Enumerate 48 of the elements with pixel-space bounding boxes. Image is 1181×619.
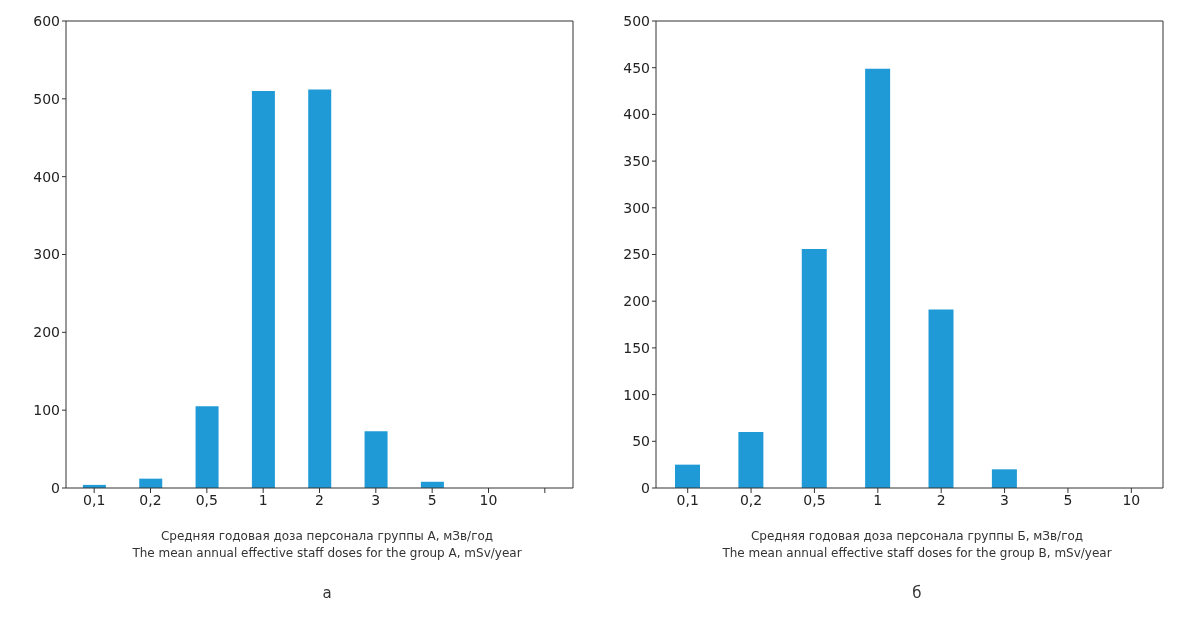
y-tick-label: 500	[33, 90, 60, 107]
x-tick-label: 10	[1122, 491, 1141, 508]
y-tick-label: 300	[623, 199, 650, 216]
y-tick-label: 200	[33, 324, 60, 341]
x-tick-label: 3	[371, 491, 381, 508]
x-tick-label: 3	[1000, 491, 1010, 508]
y-tick-label: 350	[623, 153, 650, 170]
bar	[308, 89, 332, 488]
y-tick-label: 100	[33, 402, 60, 419]
y-tick-label: 0	[641, 479, 650, 496]
y-tick-label: 600	[33, 12, 60, 29]
bar	[738, 431, 764, 488]
bar	[195, 406, 219, 488]
x-tick-label: 0,5	[803, 491, 826, 508]
y-tick-label: 100	[623, 386, 650, 403]
x-tick-label: 10	[479, 491, 498, 508]
x-tick-label: 0,1	[83, 491, 106, 508]
x-tick-label: 5	[427, 491, 437, 508]
text: б	[911, 584, 923, 602]
bar	[251, 91, 275, 488]
bar	[364, 431, 388, 488]
bar	[675, 464, 701, 488]
bar	[928, 309, 954, 488]
x-axis-title: Средняя годовая доза персонала группы А, мЗв/год The mean annual effective staff doses for the group A, mSv/year	[131, 528, 523, 562]
bar	[865, 68, 891, 488]
y-tick-label: 250	[623, 246, 650, 263]
bar	[991, 469, 1017, 488]
x-tick-label: 2	[315, 491, 324, 508]
y-tick-label: 400	[33, 168, 60, 185]
bar	[801, 248, 827, 488]
y-tick-label: 50	[632, 433, 650, 450]
y-tick-label: 300	[33, 246, 60, 263]
x-axis-title: Средняя годовая доза персонала группы Б, мЗв/год The mean annual effective staff doses for the group B, mSv/year	[721, 528, 1113, 562]
y-tick-label: 0	[51, 479, 60, 496]
x-tick-label: 1	[258, 491, 268, 508]
text: а	[321, 584, 333, 602]
y-tick-label: 450	[623, 59, 650, 76]
y-tick-label: 400	[623, 106, 650, 123]
x-tick-label: 5	[1063, 491, 1073, 508]
y-tick-label: 200	[623, 293, 650, 310]
y-tick-label: 150	[623, 339, 650, 356]
x-tick-label: 2	[936, 491, 946, 508]
x-tick-label: 0,1	[676, 491, 699, 508]
x-tick-label: 1	[873, 491, 883, 508]
x-tick-label: 0,2	[139, 491, 162, 508]
x-tick-label: 0,2	[739, 491, 763, 508]
x-tick-label: 0,5	[195, 491, 218, 508]
y-tick-label: 500	[623, 12, 650, 29]
